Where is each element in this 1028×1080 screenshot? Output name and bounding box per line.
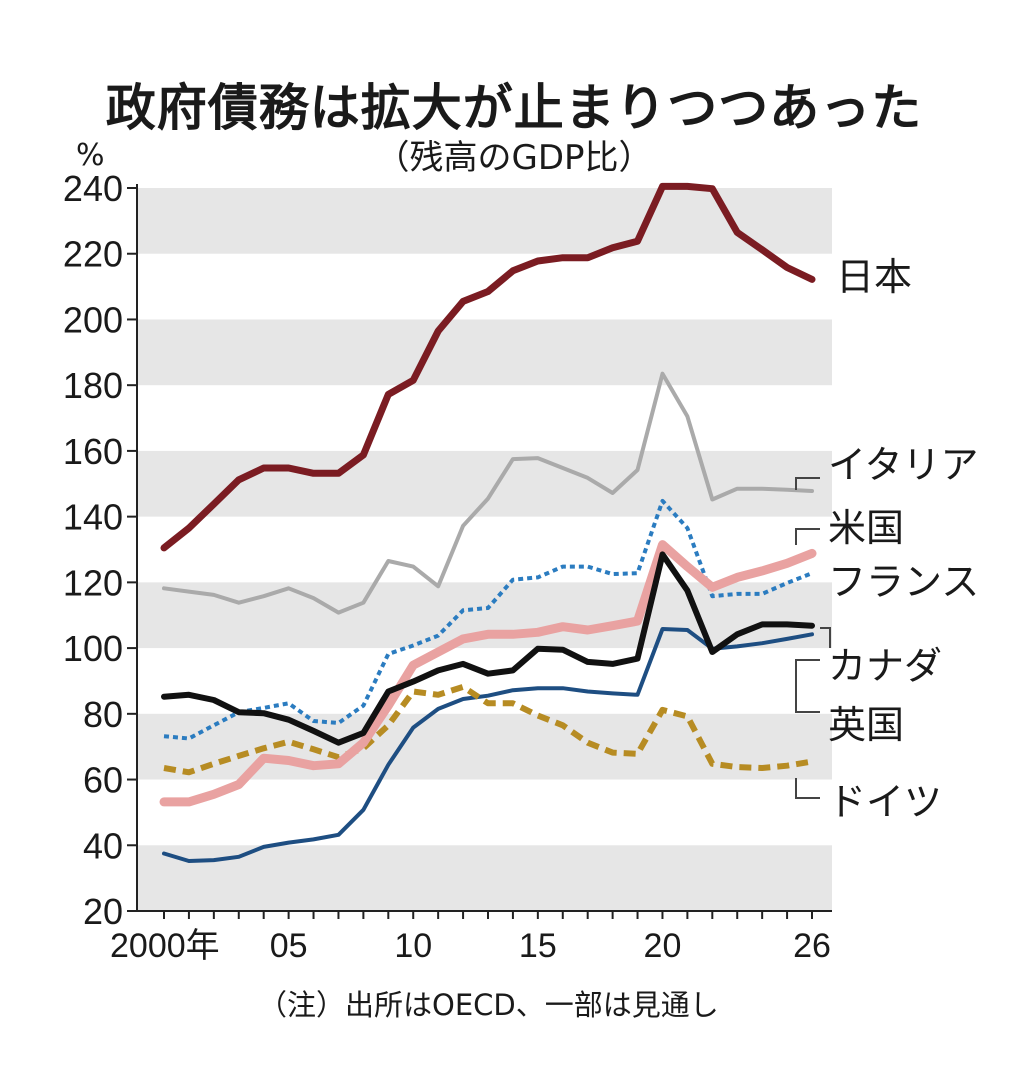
y-tick-label: 100 (63, 628, 123, 669)
label-leader-lines (795, 477, 831, 799)
series-label: 日本 (836, 255, 912, 299)
chart-title: 政府債務は拡大が止まりつつあった (105, 79, 923, 137)
leader-line (795, 477, 820, 490)
series-label: 英国 (828, 703, 904, 747)
axes (136, 184, 832, 912)
series-label: フランス (828, 560, 979, 604)
series-line (162, 627, 814, 863)
x-tick-label: 05 (270, 927, 308, 965)
y-tick-label: 40 (83, 825, 123, 866)
y-tick-label: 140 (63, 497, 123, 538)
series-label: 米国 (828, 506, 904, 550)
x-tick-label: 26 (793, 927, 831, 965)
grid-band (137, 713, 832, 780)
leader-line (820, 627, 831, 648)
y-tick-label: 60 (83, 760, 123, 801)
y-tick-label: 200 (63, 299, 123, 340)
y-tick-label: 180 (63, 365, 123, 406)
x-tick-label: 2000年 (110, 927, 220, 965)
y-axis-ticks: 20 40 60 80 100 120 140 160 180 200 220 240 (63, 168, 137, 932)
leader-line (795, 659, 820, 713)
y-axis-unit: % (76, 138, 105, 173)
chart-subtitle: （残高のGDP比） (375, 138, 653, 178)
y-tick-label: 120 (63, 562, 123, 603)
series-label: カナダ (828, 644, 942, 688)
x-tick-label: 20 (644, 927, 682, 965)
y-tick-label: 20 (83, 891, 123, 932)
series-line (159, 540, 817, 807)
series-line (161, 551, 815, 746)
x-tick-label: 10 (394, 927, 432, 965)
x-axis-ticks: 2000年 05 10 15 20 26 (110, 911, 831, 965)
y-tick-label: 240 (63, 168, 123, 209)
x-tick-label: 15 (519, 927, 557, 965)
series-line (163, 498, 813, 741)
y-tick-label: 80 (83, 694, 123, 735)
y-tick-label: 160 (63, 431, 123, 472)
grid-band (137, 845, 832, 911)
leader-line (795, 778, 820, 799)
series-line (162, 371, 814, 615)
series-line (163, 683, 813, 776)
source-note: （注）出所はOECD、一部は見通し (258, 988, 719, 1022)
background-bands (137, 188, 832, 911)
grid-band (137, 450, 832, 517)
leader-line (795, 528, 820, 545)
y-tick-label: 220 (63, 234, 123, 275)
grid-band (137, 319, 832, 386)
series-label: ドイツ (828, 780, 942, 824)
series-label: イタリア (828, 443, 978, 487)
series-lines (159, 182, 817, 863)
series-line (160, 182, 816, 552)
